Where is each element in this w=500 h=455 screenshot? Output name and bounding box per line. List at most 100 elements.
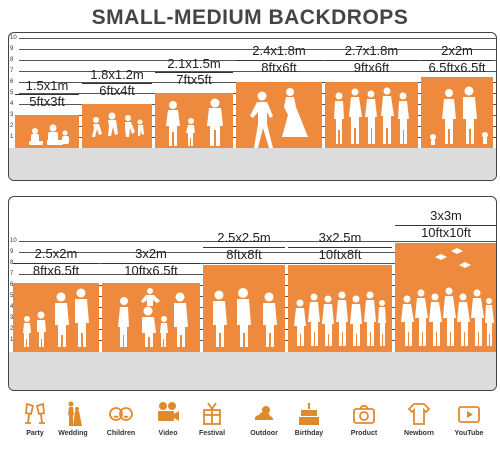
large-group-silhouette [294,291,386,346]
size-label-imperial: 6.5ftx6.5ft [421,60,493,75]
icon-label: Wedding [58,430,88,437]
product-camera-icon [353,405,375,424]
floor [9,148,496,180]
size-label-metric: 2x2m [441,43,473,58]
use-case-birthday: Birthday [284,400,334,437]
youtube-play-icon [458,406,480,423]
festival-gift-icon [203,402,221,425]
children-silhouette [29,124,69,145]
couple-silhouette [430,86,488,145]
icon-label: YouTube [454,430,484,437]
use-case-outdoor: Outdoor [239,400,289,437]
icon-label: Party [26,430,44,437]
ruler-number: 4 [10,101,14,107]
ruler-number: 2 [10,123,14,129]
icon-label: Festival [198,430,226,437]
baby-onesie-icon [407,403,431,425]
video-camera-icon [158,402,179,421]
size-label-metric: 3x2.5m [318,230,362,245]
size-label-metric: 2.4x1.8m [252,43,306,58]
ruler-number: 4 [10,304,14,310]
size-label-metric: 3x3m [430,208,462,223]
wedding-couple-silhouette [250,88,308,148]
use-case-product: Product [339,400,389,437]
use-case-wedding: Wedding [48,400,98,437]
backdrop-7-8x6-5 [13,283,99,352]
ruler-number: 6 [10,79,14,85]
backdrop-6-6-5x6-5 [421,77,493,148]
use-case-party: Party [10,400,60,437]
size-label-metric: 2.7x1.8m [344,43,399,58]
ruler-number: 3 [10,315,14,321]
size-label-imperial: 8ftx6.5ft [13,263,99,278]
size-label-metric: 1.8x1.2m [90,67,144,82]
use-case-newborn: Newborn [394,400,444,437]
size-label-imperial: 6ftx4ft [82,83,152,98]
sun-cloud-icon [254,406,274,420]
ruler-number: 1 [10,134,14,140]
icon-label: Birthday [294,430,324,437]
backdrop-9-8x8 [203,265,285,352]
page-title: SMALL-MEDIUM BACKDROPS [91,6,409,29]
use-case-festival: Festival [187,400,237,437]
size-label-imperial: 10ftx8ft [288,247,392,262]
kids-running-silhouette [92,112,144,137]
ruler-number: 10 [10,238,17,244]
icon-label: Newborn [404,430,434,437]
family-silhouette [166,98,223,146]
size-label-imperial: 8ftx6ft [236,60,322,75]
backdrop-8-10x6-5 [102,283,200,352]
ruler-number: 8 [10,260,14,266]
ruler-number: 8 [10,57,14,63]
ruler-number: 10 [10,35,17,41]
ruler-number: 9 [10,249,14,255]
family-of-four-silhouette [23,288,89,347]
ruler-number: 2 [10,326,14,332]
icon-label: Outdoor [250,430,278,437]
size-label-imperial: 9ftx6ft [325,60,418,75]
use-case-video: Video [143,400,193,437]
ruler-number: 5 [10,293,14,299]
graduation-group-silhouette [401,248,494,346]
group-silhouette [334,87,409,144]
backdrop-3-7x5 [155,93,233,148]
birthday-cake-icon [299,403,319,425]
backdrop-1-5x3 [15,115,79,148]
icon-label: Product [350,430,378,437]
ruler-number: 7 [10,271,14,277]
size-label-metric: 2.5x2m [34,246,78,261]
cheers-glasses-icon [25,402,45,424]
size-label-metric: 3x2m [135,246,167,261]
floor [9,352,496,390]
size-label-imperial: 5ftx3ft [15,94,79,109]
size-label-imperial: 7ftx5ft [155,72,233,87]
size-label-metric: 2.5x2.5m [217,230,271,245]
ruler-number: 7 [10,68,14,74]
row-2-panel: 10 9 8 7 6 5 4 3 2 1 [8,196,497,391]
size-label-imperial: 10ftx10ft [395,225,496,240]
family-lifting-child-silhouette [118,288,188,347]
three-adults-silhouette [213,288,277,347]
ruler-number: 9 [10,46,14,52]
row-1-panel: 10 9 8 7 6 5 4 3 2 1 [8,32,497,181]
size-label-metric: 2.1x1.5m [167,56,221,71]
use-case-children: Children [96,400,146,437]
backdrop-10-10x8 [288,265,392,352]
backdrop-4-8x6 [236,82,322,148]
backdrop-2-6x4 [82,104,152,148]
ruler-number: 6 [10,282,14,288]
size-label-metric: 1.5x1m [25,78,69,93]
use-case-youtube: YouTube [444,400,494,437]
child-faces-icon [109,407,133,421]
ruler-number: 1 [10,337,14,343]
size-label-imperial: 8ftx8ft [203,247,285,262]
use-case-icon-strip: Party Wedding Children Video Festival Ou… [0,400,500,455]
backdrop-5-9x6 [325,82,418,148]
bride-groom-icon [68,401,82,426]
backdrop-11-10x10 [395,243,496,352]
size-label-imperial: 10ftx6.5ft [102,263,200,278]
ruler-number: 5 [10,90,14,96]
icon-label: Video [158,430,178,437]
icon-label: Children [106,430,136,437]
ruler-number: 3 [10,112,14,118]
